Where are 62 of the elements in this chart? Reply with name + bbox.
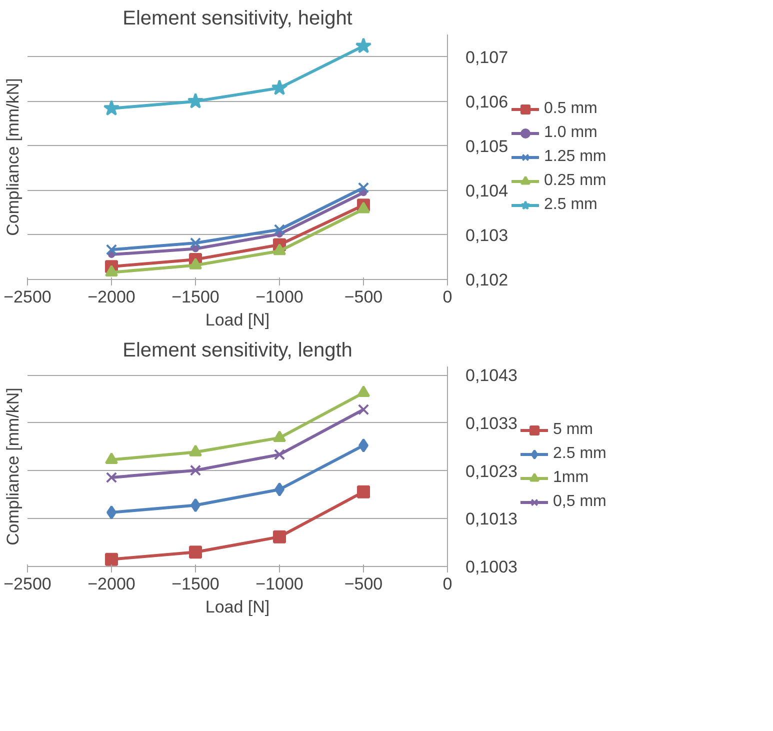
point [187,92,204,108]
y-tick-label: 0,105 [466,136,508,156]
point [357,485,370,498]
x-tick-label: −1000 [256,574,304,594]
x-tick-label: −2000 [88,288,136,306]
x-tick-label: −1500 [172,288,220,306]
legend-label: 2.5 mm [544,196,598,214]
point [105,452,118,464]
x-tick-label: 0 [442,574,452,594]
point [273,430,286,442]
point [103,100,120,116]
x-tick-label: −2500 [4,288,52,306]
y-tick-label: 0,1003 [466,558,518,576]
x-tick-label: −500 [344,288,383,306]
y-tick-label: 0,103 [466,226,508,245]
point [355,38,372,54]
y-axis-title: Compliance [mm/kN] [4,78,22,236]
point [271,79,288,96]
legend-label: 5 mm [553,421,593,439]
point [189,546,202,559]
point [273,530,286,544]
y-tick-label: 0,1013 [466,510,518,529]
x-tick-label: −2500 [4,574,52,594]
point [192,245,199,252]
point [358,182,370,194]
y-tick-label: 0,107 [466,48,508,67]
y-tick-label: 0,1043 [466,366,518,386]
y-tick-label: 0,104 [466,181,508,200]
legend-label: 0.5 mm [544,100,598,118]
legend-label: 0.25 mm [544,172,606,190]
x-tick-label: −1500 [172,574,220,594]
point [358,404,370,416]
point [106,472,118,484]
point [106,244,118,256]
point [274,448,286,460]
point [357,202,370,214]
x-tick-label: 0 [442,288,452,306]
y-axis-title: Compliance [mm/kN] [4,388,22,546]
point [189,444,202,456]
point [273,244,286,256]
point [190,464,202,476]
legend-label: 2.5 mm [553,445,606,463]
legend-label: 1mm [553,469,589,487]
y-tick-label: 0,1023 [466,462,518,481]
chart-title: Element sensitivity, height [122,8,353,30]
chart-title: Element sensitivity, length [122,340,352,362]
point [190,237,202,249]
point [105,552,118,566]
x-tick-label: −1000 [256,288,304,306]
legend-label: 1.25 mm [544,148,606,166]
point [357,385,370,397]
x-axis-title: Load [N] [205,310,270,330]
x-axis-title: Load [N] [205,598,270,616]
legend-label: 0,5 mm [553,493,606,511]
x-tick-label: −500 [344,574,383,594]
x-tick-label: −2000 [88,574,136,594]
y-tick-label: 0,102 [466,270,508,290]
y-tick-label: 0,106 [466,92,508,112]
point [105,265,118,277]
y-tick-label: 0,1033 [466,414,518,433]
legend-label: 1.0 mm [544,124,598,142]
point [274,224,286,236]
